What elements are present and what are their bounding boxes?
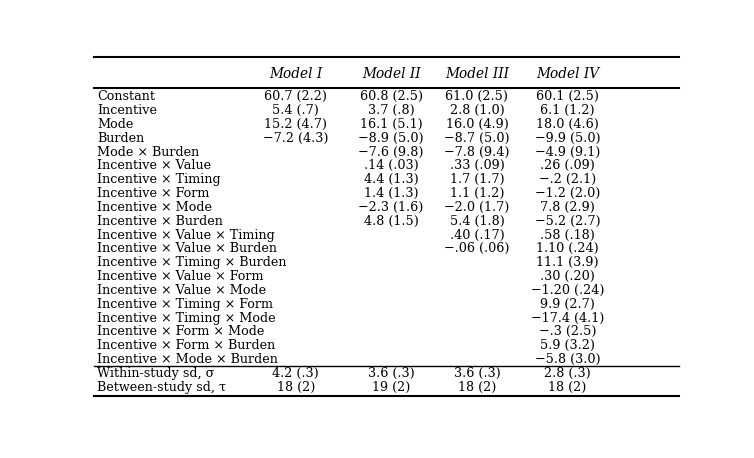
Text: −4.9 (9.1): −4.9 (9.1) bbox=[535, 146, 600, 158]
Text: Mode: Mode bbox=[97, 118, 133, 131]
Text: −5.8 (3.0): −5.8 (3.0) bbox=[535, 353, 600, 366]
Text: .33 (.09): .33 (.09) bbox=[449, 159, 504, 173]
Text: 16.1 (5.1): 16.1 (5.1) bbox=[360, 118, 422, 131]
Text: .58 (.18): .58 (.18) bbox=[540, 229, 595, 241]
Text: 3.6 (.3): 3.6 (.3) bbox=[368, 367, 415, 380]
Text: Model I: Model I bbox=[269, 67, 323, 82]
Text: Incentive × Value × Mode: Incentive × Value × Mode bbox=[97, 284, 266, 297]
Text: 6.1 (1.2): 6.1 (1.2) bbox=[541, 104, 595, 117]
Text: Incentive × Timing × Form: Incentive × Timing × Form bbox=[97, 298, 273, 311]
Text: .30 (.20): .30 (.20) bbox=[540, 270, 595, 283]
Text: 1.4 (1.3): 1.4 (1.3) bbox=[363, 187, 418, 200]
Text: Incentive × Value: Incentive × Value bbox=[97, 159, 211, 173]
Text: 60.8 (2.5): 60.8 (2.5) bbox=[360, 90, 423, 104]
Text: Within-study sd, σ: Within-study sd, σ bbox=[97, 367, 214, 380]
Text: −8.9 (5.0): −8.9 (5.0) bbox=[358, 132, 424, 145]
Text: Incentive × Value × Timing: Incentive × Value × Timing bbox=[97, 229, 275, 241]
Text: Incentive × Timing × Mode: Incentive × Timing × Mode bbox=[97, 311, 276, 325]
Text: 2.8 (.3): 2.8 (.3) bbox=[544, 367, 591, 380]
Text: 4.4 (1.3): 4.4 (1.3) bbox=[363, 173, 418, 186]
Text: Model III: Model III bbox=[445, 67, 509, 82]
Text: 5.4 (.7): 5.4 (.7) bbox=[272, 104, 319, 117]
Text: Model IV: Model IV bbox=[536, 67, 599, 82]
Text: −1.20 (.24): −1.20 (.24) bbox=[531, 284, 604, 297]
Text: Burden: Burden bbox=[97, 132, 145, 145]
Text: Incentive × Timing: Incentive × Timing bbox=[97, 173, 221, 186]
Text: 18 (2): 18 (2) bbox=[548, 381, 587, 393]
Text: .14 (.03): .14 (.03) bbox=[363, 159, 418, 173]
Text: Between-study sd, τ: Between-study sd, τ bbox=[97, 381, 226, 393]
Text: 1.1 (1.2): 1.1 (1.2) bbox=[449, 187, 504, 200]
Text: 5.4 (1.8): 5.4 (1.8) bbox=[449, 215, 504, 228]
Text: Mode × Burden: Mode × Burden bbox=[97, 146, 199, 158]
Text: 4.8 (1.5): 4.8 (1.5) bbox=[363, 215, 418, 228]
Text: 3.6 (.3): 3.6 (.3) bbox=[454, 367, 501, 380]
Text: Incentive × Form: Incentive × Form bbox=[97, 187, 210, 200]
Text: .40 (.17): .40 (.17) bbox=[449, 229, 504, 241]
Text: 1.7 (1.7): 1.7 (1.7) bbox=[449, 173, 504, 186]
Text: Model II: Model II bbox=[362, 67, 421, 82]
Text: 19 (2): 19 (2) bbox=[372, 381, 410, 393]
Text: 7.8 (2.9): 7.8 (2.9) bbox=[540, 201, 595, 214]
Text: Incentive × Mode: Incentive × Mode bbox=[97, 201, 212, 214]
Text: −7.8 (9.4): −7.8 (9.4) bbox=[444, 146, 510, 158]
Text: −8.7 (5.0): −8.7 (5.0) bbox=[444, 132, 510, 145]
Text: 18 (2): 18 (2) bbox=[277, 381, 315, 393]
Text: −9.9 (5.0): −9.9 (5.0) bbox=[535, 132, 600, 145]
Text: 5.9 (3.2): 5.9 (3.2) bbox=[540, 339, 595, 352]
Text: Incentive × Form × Burden: Incentive × Form × Burden bbox=[97, 339, 275, 352]
Text: Incentive × Burden: Incentive × Burden bbox=[97, 215, 223, 228]
Text: −2.3 (1.6): −2.3 (1.6) bbox=[358, 201, 424, 214]
Text: −.3 (2.5): −.3 (2.5) bbox=[539, 325, 596, 338]
Text: 2.8 (1.0): 2.8 (1.0) bbox=[449, 104, 504, 117]
Text: Incentive × Timing × Burden: Incentive × Timing × Burden bbox=[97, 256, 287, 269]
Text: 4.2 (.3): 4.2 (.3) bbox=[272, 367, 319, 380]
Text: 16.0 (4.9): 16.0 (4.9) bbox=[446, 118, 508, 131]
Text: .26 (.09): .26 (.09) bbox=[540, 159, 595, 173]
Text: −1.2 (2.0): −1.2 (2.0) bbox=[535, 187, 600, 200]
Text: 60.1 (2.5): 60.1 (2.5) bbox=[536, 90, 599, 104]
Text: Incentive: Incentive bbox=[97, 104, 157, 117]
Text: 11.1 (3.9): 11.1 (3.9) bbox=[536, 256, 599, 269]
Text: −.06 (.06): −.06 (.06) bbox=[444, 242, 510, 256]
Text: 1.10 (.24): 1.10 (.24) bbox=[536, 242, 599, 256]
Text: −5.2 (2.7): −5.2 (2.7) bbox=[535, 215, 600, 228]
Text: −7.6 (9.8): −7.6 (9.8) bbox=[358, 146, 424, 158]
Text: 9.9 (2.7): 9.9 (2.7) bbox=[540, 298, 595, 311]
Text: 15.2 (4.7): 15.2 (4.7) bbox=[265, 118, 327, 131]
Text: Incentive × Form × Mode: Incentive × Form × Mode bbox=[97, 325, 265, 338]
Text: 60.7 (2.2): 60.7 (2.2) bbox=[265, 90, 327, 104]
Text: −2.0 (1.7): −2.0 (1.7) bbox=[444, 201, 510, 214]
Text: Incentive × Value × Form: Incentive × Value × Form bbox=[97, 270, 264, 283]
Text: 3.7 (.8): 3.7 (.8) bbox=[368, 104, 415, 117]
Text: −.2 (2.1): −.2 (2.1) bbox=[539, 173, 596, 186]
Text: 61.0 (2.5): 61.0 (2.5) bbox=[446, 90, 508, 104]
Text: −7.2 (4.3): −7.2 (4.3) bbox=[263, 132, 329, 145]
Text: Constant: Constant bbox=[97, 90, 155, 104]
Text: Incentive × Value × Burden: Incentive × Value × Burden bbox=[97, 242, 277, 256]
Text: 18.0 (4.6): 18.0 (4.6) bbox=[536, 118, 599, 131]
Text: −17.4 (4.1): −17.4 (4.1) bbox=[531, 311, 604, 325]
Text: 18 (2): 18 (2) bbox=[458, 381, 496, 393]
Text: Incentive × Mode × Burden: Incentive × Mode × Burden bbox=[97, 353, 278, 366]
